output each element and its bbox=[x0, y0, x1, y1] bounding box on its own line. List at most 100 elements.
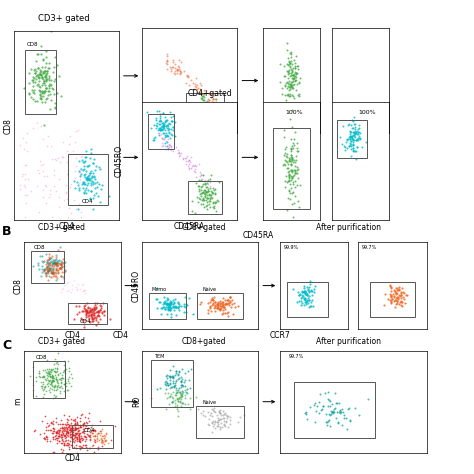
Text: CD4: CD4 bbox=[84, 428, 95, 433]
Point bbox=[80, 189, 88, 197]
Point bbox=[43, 365, 50, 373]
Point bbox=[47, 419, 55, 427]
Point bbox=[169, 126, 176, 134]
Point bbox=[53, 434, 60, 442]
Point bbox=[46, 81, 53, 89]
Point bbox=[57, 265, 64, 273]
Point bbox=[287, 184, 295, 191]
Point bbox=[286, 155, 293, 163]
Point bbox=[290, 74, 297, 82]
Point bbox=[391, 298, 398, 305]
Point bbox=[40, 373, 47, 381]
Point bbox=[94, 429, 101, 437]
X-axis label: CD4: CD4 bbox=[58, 222, 74, 231]
Point bbox=[182, 157, 190, 164]
Point bbox=[200, 187, 207, 194]
Point bbox=[57, 374, 65, 382]
Point bbox=[389, 295, 396, 303]
Point bbox=[61, 267, 68, 274]
Point bbox=[36, 430, 44, 438]
Point bbox=[87, 304, 94, 312]
Point bbox=[163, 60, 171, 68]
Point bbox=[62, 380, 70, 387]
Point bbox=[83, 307, 91, 314]
Point bbox=[166, 384, 174, 392]
Point bbox=[228, 300, 236, 308]
Point bbox=[175, 301, 183, 308]
Bar bbox=[68, 303, 107, 324]
Point bbox=[182, 376, 189, 383]
Point bbox=[165, 119, 173, 127]
Point bbox=[196, 85, 204, 92]
Point bbox=[25, 79, 33, 87]
Point bbox=[59, 371, 66, 379]
Point bbox=[171, 399, 178, 406]
Point bbox=[91, 427, 99, 434]
Point bbox=[172, 391, 179, 399]
Point bbox=[183, 71, 191, 79]
Point bbox=[220, 304, 228, 311]
Point bbox=[49, 377, 57, 384]
Point bbox=[178, 302, 185, 310]
Point bbox=[53, 90, 61, 97]
Point bbox=[36, 94, 44, 101]
Point bbox=[176, 369, 183, 376]
Point bbox=[287, 158, 295, 165]
Point bbox=[153, 295, 161, 302]
Point bbox=[196, 89, 204, 96]
Point bbox=[62, 429, 69, 437]
Point bbox=[350, 135, 357, 143]
Point bbox=[66, 434, 74, 441]
Point bbox=[101, 436, 109, 444]
Point bbox=[175, 384, 182, 392]
Point bbox=[84, 172, 91, 179]
Point bbox=[53, 261, 61, 269]
Point bbox=[216, 426, 223, 433]
Point bbox=[282, 161, 289, 169]
Point bbox=[77, 171, 84, 178]
Point bbox=[45, 266, 52, 273]
Point bbox=[69, 282, 76, 289]
Point bbox=[288, 83, 296, 91]
Point bbox=[153, 284, 161, 292]
Point bbox=[282, 157, 290, 165]
Text: CD8: CD8 bbox=[27, 42, 38, 47]
Point bbox=[55, 246, 62, 254]
Point bbox=[182, 389, 190, 396]
Text: CD4: CD4 bbox=[80, 319, 91, 324]
Point bbox=[34, 50, 41, 57]
Point bbox=[75, 302, 83, 310]
Point bbox=[156, 116, 164, 123]
Point bbox=[38, 99, 46, 106]
Point bbox=[200, 196, 208, 204]
Point bbox=[79, 428, 87, 435]
Point bbox=[178, 395, 185, 403]
Point bbox=[211, 185, 219, 192]
Point bbox=[347, 146, 355, 153]
Point bbox=[77, 315, 85, 322]
Point bbox=[347, 134, 355, 141]
Point bbox=[154, 127, 161, 134]
Point bbox=[162, 117, 169, 124]
Point bbox=[78, 444, 85, 451]
Point bbox=[59, 430, 67, 438]
Point bbox=[201, 188, 209, 195]
Point bbox=[53, 383, 61, 390]
Point bbox=[165, 305, 173, 312]
Point bbox=[49, 417, 57, 424]
Point bbox=[216, 299, 223, 307]
Point bbox=[285, 60, 292, 67]
Point bbox=[82, 418, 90, 426]
Point bbox=[169, 374, 177, 382]
Point bbox=[63, 415, 71, 423]
Point bbox=[67, 426, 75, 434]
Point bbox=[64, 416, 71, 424]
Point bbox=[29, 88, 37, 96]
Point bbox=[304, 294, 311, 302]
Point bbox=[282, 153, 290, 160]
Point bbox=[39, 378, 47, 385]
Point bbox=[87, 188, 95, 195]
Point bbox=[294, 91, 301, 98]
Point bbox=[205, 415, 212, 422]
Point bbox=[194, 198, 202, 206]
